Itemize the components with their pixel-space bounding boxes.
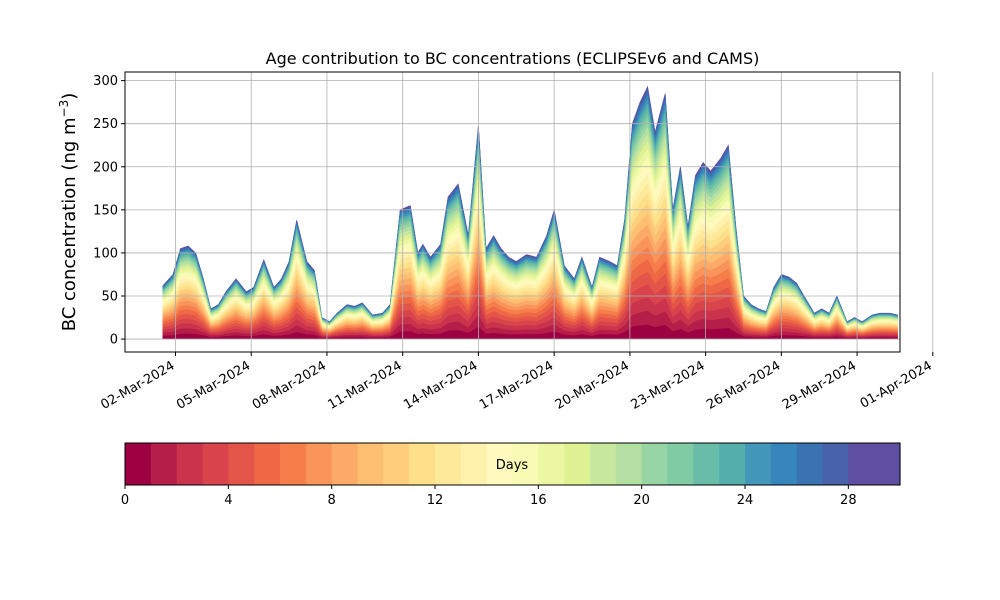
- x-tick-label: 20-Mar-2024: [553, 358, 632, 412]
- colorbar-cell: [125, 443, 152, 485]
- colorbar-cell: [615, 443, 643, 485]
- y-tick-label: 50: [101, 290, 118, 305]
- x-tick-label: 08-Mar-2024: [250, 358, 329, 412]
- colorbar-cell: [254, 443, 281, 485]
- colorbar-cell: [460, 443, 488, 485]
- plot-area: 0 50 100 150 200 250 300 02-Mar-202405-Mar-202…: [93, 71, 935, 413]
- colorbar-cell: [770, 443, 798, 485]
- colorbar-tick-label: 4: [224, 493, 232, 508]
- colorbar-cell: [331, 443, 359, 485]
- y-tick-label: 200: [93, 160, 118, 175]
- y-axis-label-close: ): [59, 93, 80, 100]
- x-tick-label: 29-Mar-2024: [780, 358, 859, 412]
- colorbar-cell: [564, 443, 591, 485]
- colorbar-cell: [848, 443, 875, 485]
- y-axis-label-main: BC concentration (ng m: [59, 117, 80, 331]
- y-tick-label: 0: [110, 333, 118, 348]
- colorbar-cell: [409, 443, 436, 485]
- colorbar-cell: [280, 443, 307, 485]
- age-band-area: [162, 324, 898, 340]
- colorbar-cell: [383, 443, 410, 485]
- x-tick-label: 23-Mar-2024: [628, 358, 707, 412]
- colorbar-cell: [874, 443, 901, 485]
- plot-frame: [124, 71, 901, 353]
- colorbar-tick-label: 28: [840, 493, 857, 508]
- colorbar-cell: [357, 443, 384, 485]
- x-tick-label: 14-Mar-2024: [401, 358, 480, 412]
- colorbar-cell: [202, 443, 229, 485]
- x-tick-label: 17-Mar-2024: [477, 358, 556, 412]
- colorbar-cell: [435, 443, 462, 485]
- y-axis: 0 50 100 150 200 250 300: [93, 74, 125, 348]
- colorbar-cell: [150, 443, 178, 485]
- colorbar-cell: [745, 443, 772, 485]
- x-axis: 02-Mar-202405-Mar-202408-Mar-202411-Mar-…: [98, 352, 935, 413]
- y-tick-label: 100: [93, 246, 118, 261]
- colorbar-cell: [667, 443, 694, 485]
- colorbar-ticks: 0 4 8 12 16 20 24 28: [121, 485, 857, 508]
- colorbar-cell: [512, 443, 539, 485]
- colorbar-cell: [538, 443, 565, 485]
- x-tick-label: 01-Apr-2024: [858, 358, 935, 411]
- age-stack-areas: [162, 85, 898, 340]
- colorbar-tick-label: 8: [328, 493, 336, 508]
- colorbar-tick-label: 16: [530, 493, 547, 508]
- x-tick-label: 26-Mar-2024: [704, 358, 783, 412]
- colorbar-cell: [590, 443, 617, 485]
- x-tick-label: 11-Mar-2024: [326, 358, 405, 412]
- colorbar-cell: [719, 443, 746, 485]
- colorbar-cells: [125, 443, 901, 485]
- colorbar-tick-label: 24: [737, 493, 754, 508]
- colorbar-tick-label: 12: [427, 493, 444, 508]
- colorbar-label: Days: [496, 458, 529, 473]
- colorbar-cell: [176, 443, 204, 485]
- y-tick-label: 250: [93, 117, 118, 132]
- colorbar-cell: [305, 443, 333, 485]
- x-tick-label: 02-Mar-2024: [98, 358, 177, 412]
- colorbar: Days 0 4 8 12 16 20 24 28: [121, 442, 901, 508]
- colorbar-cell: [228, 443, 255, 485]
- gridlines: [125, 72, 934, 352]
- colorbar-tick-label: 0: [121, 493, 129, 508]
- y-axis-label: BC concentration (ng m−3): [57, 93, 80, 332]
- colorbar-tick-label: 20: [633, 493, 650, 508]
- x-tick-label: 05-Mar-2024: [174, 358, 253, 412]
- colorbar-cell: [486, 443, 514, 485]
- colorbar-frame: [124, 442, 901, 486]
- colorbar-cell: [822, 443, 849, 485]
- chart-title: Age contribution to BC concentrations (E…: [266, 49, 760, 68]
- colorbar-cell: [693, 443, 720, 485]
- y-axis-label-sup: −3: [57, 100, 71, 118]
- y-tick-label: 150: [93, 203, 118, 218]
- y-tick-label: 300: [93, 74, 118, 89]
- colorbar-cell: [796, 443, 824, 485]
- colorbar-cell: [641, 443, 669, 485]
